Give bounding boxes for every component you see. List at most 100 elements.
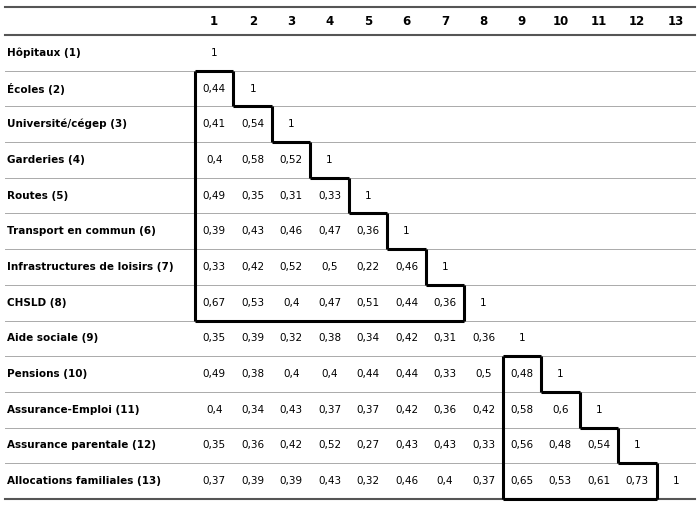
Text: 0,35: 0,35 xyxy=(241,191,265,201)
Text: 0,58: 0,58 xyxy=(241,155,265,165)
Text: 1: 1 xyxy=(442,262,448,272)
Text: 0,49: 0,49 xyxy=(203,369,226,379)
Text: 3: 3 xyxy=(287,15,295,27)
Text: 0,6: 0,6 xyxy=(552,405,568,415)
Text: 7: 7 xyxy=(441,15,449,27)
Text: Pensions (10): Pensions (10) xyxy=(7,369,88,379)
Text: 12: 12 xyxy=(629,15,645,27)
Text: 0,53: 0,53 xyxy=(241,298,265,308)
Text: 0,5: 0,5 xyxy=(475,369,491,379)
Text: 0,36: 0,36 xyxy=(472,334,495,343)
Text: 0,35: 0,35 xyxy=(203,441,226,450)
Text: 0,34: 0,34 xyxy=(356,334,379,343)
Text: 0,33: 0,33 xyxy=(433,369,456,379)
Text: 0,37: 0,37 xyxy=(356,405,379,415)
Text: 1: 1 xyxy=(480,298,486,308)
Text: 0,32: 0,32 xyxy=(356,476,379,486)
Text: 0,48: 0,48 xyxy=(549,441,572,450)
Text: Assurance parentale (12): Assurance parentale (12) xyxy=(7,441,156,450)
Text: 0,46: 0,46 xyxy=(279,226,302,236)
Text: Infrastructures de loisirs (7): Infrastructures de loisirs (7) xyxy=(7,262,174,272)
Text: 0,33: 0,33 xyxy=(318,191,341,201)
Text: 0,42: 0,42 xyxy=(279,441,302,450)
Text: 0,4: 0,4 xyxy=(206,155,223,165)
Text: 0,47: 0,47 xyxy=(318,298,341,308)
Text: 6: 6 xyxy=(402,15,411,27)
Text: 1: 1 xyxy=(210,15,218,27)
Text: 1: 1 xyxy=(519,334,525,343)
Text: 0,43: 0,43 xyxy=(433,441,456,450)
Text: 0,65: 0,65 xyxy=(510,476,533,486)
Text: 0,43: 0,43 xyxy=(318,476,341,486)
Text: 0,33: 0,33 xyxy=(203,262,226,272)
Text: Écoles (2): Écoles (2) xyxy=(7,83,65,94)
Text: 0,27: 0,27 xyxy=(356,441,379,450)
Text: 0,36: 0,36 xyxy=(356,226,379,236)
Text: 1: 1 xyxy=(596,405,602,415)
Text: 0,43: 0,43 xyxy=(395,441,418,450)
Text: 8: 8 xyxy=(480,15,488,27)
Text: 1: 1 xyxy=(557,369,564,379)
Text: 0,42: 0,42 xyxy=(241,262,265,272)
Text: 0,43: 0,43 xyxy=(279,405,302,415)
Text: 0,4: 0,4 xyxy=(321,369,338,379)
Text: 0,39: 0,39 xyxy=(241,476,265,486)
Text: Allocations familiales (13): Allocations familiales (13) xyxy=(7,476,161,486)
Text: 0,46: 0,46 xyxy=(395,262,418,272)
Text: 1: 1 xyxy=(403,226,410,236)
Text: 2: 2 xyxy=(248,15,257,27)
Text: Hôpitaux (1): Hôpitaux (1) xyxy=(7,48,80,58)
Text: 0,41: 0,41 xyxy=(203,119,226,129)
Text: 0,38: 0,38 xyxy=(241,369,265,379)
Text: 5: 5 xyxy=(364,15,372,27)
Text: 0,73: 0,73 xyxy=(626,476,649,486)
Text: 1: 1 xyxy=(326,155,333,165)
Text: 4: 4 xyxy=(326,15,334,27)
Text: 0,36: 0,36 xyxy=(433,405,456,415)
Text: 0,47: 0,47 xyxy=(318,226,341,236)
Text: 1: 1 xyxy=(249,84,256,93)
Text: Transport en commun (6): Transport en commun (6) xyxy=(7,226,156,236)
Text: 0,51: 0,51 xyxy=(356,298,379,308)
Text: 0,36: 0,36 xyxy=(433,298,456,308)
Text: 0,54: 0,54 xyxy=(587,441,610,450)
Text: 13: 13 xyxy=(668,15,684,27)
Text: 0,67: 0,67 xyxy=(203,298,226,308)
Text: 0,35: 0,35 xyxy=(203,334,226,343)
Text: 0,39: 0,39 xyxy=(279,476,302,486)
Text: 10: 10 xyxy=(552,15,568,27)
Text: 0,4: 0,4 xyxy=(206,405,223,415)
Text: 0,46: 0,46 xyxy=(395,476,418,486)
Text: 0,44: 0,44 xyxy=(395,369,418,379)
Text: 0,4: 0,4 xyxy=(437,476,454,486)
Text: 0,42: 0,42 xyxy=(395,334,418,343)
Text: 0,43: 0,43 xyxy=(241,226,265,236)
Text: 0,48: 0,48 xyxy=(510,369,533,379)
Text: 0,42: 0,42 xyxy=(395,405,418,415)
Text: 0,39: 0,39 xyxy=(241,334,265,343)
Text: 9: 9 xyxy=(518,15,526,27)
Text: 11: 11 xyxy=(591,15,607,27)
Text: 0,37: 0,37 xyxy=(472,476,495,486)
Text: 0,38: 0,38 xyxy=(318,334,341,343)
Text: 0,52: 0,52 xyxy=(279,262,302,272)
Text: 1: 1 xyxy=(673,476,679,486)
Text: 0,44: 0,44 xyxy=(395,298,418,308)
Text: 0,44: 0,44 xyxy=(356,369,379,379)
Text: 1: 1 xyxy=(634,441,640,450)
Text: 0,44: 0,44 xyxy=(203,84,226,93)
Text: 0,32: 0,32 xyxy=(279,334,302,343)
Text: 0,42: 0,42 xyxy=(472,405,495,415)
Text: 0,58: 0,58 xyxy=(510,405,533,415)
Text: Université/cégep (3): Université/cégep (3) xyxy=(7,119,127,129)
Text: 0,37: 0,37 xyxy=(318,405,341,415)
Text: 0,31: 0,31 xyxy=(279,191,302,201)
Text: 1: 1 xyxy=(288,119,295,129)
Text: 0,39: 0,39 xyxy=(203,226,226,236)
Text: 0,4: 0,4 xyxy=(283,369,300,379)
Text: 1: 1 xyxy=(211,48,218,58)
Text: Garderies (4): Garderies (4) xyxy=(7,155,85,165)
Text: 0,52: 0,52 xyxy=(318,441,341,450)
Text: 0,54: 0,54 xyxy=(241,119,265,129)
Text: 0,52: 0,52 xyxy=(279,155,302,165)
